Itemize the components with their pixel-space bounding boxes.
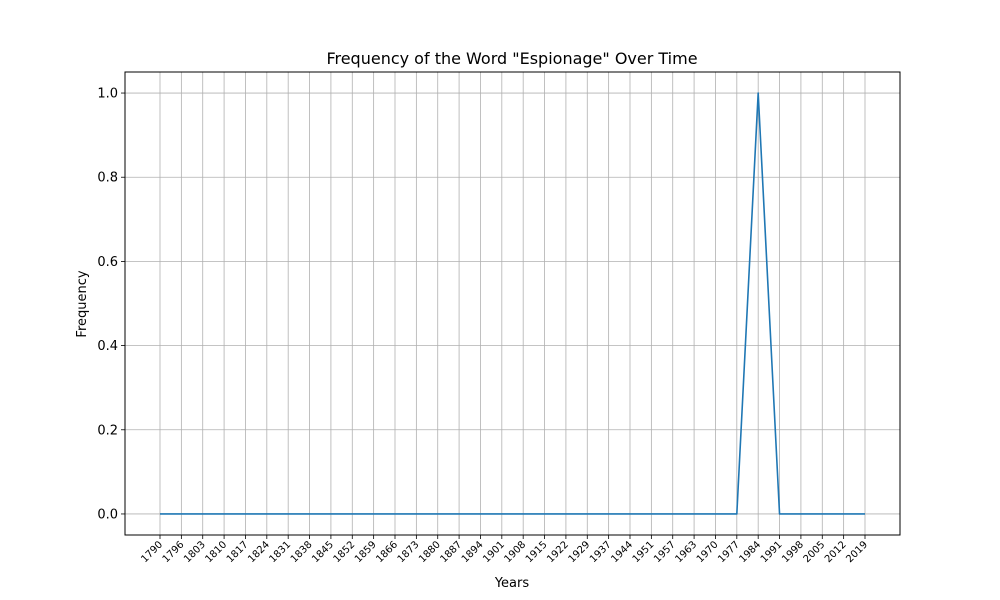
y-tick-label: 1.0 <box>97 87 118 102</box>
y-tick-label: 0.4 <box>97 339 118 354</box>
y-axis: 0.0 0.2 0.4 0.6 0.8 1.0 <box>97 87 125 522</box>
y-tick-label: 0.6 <box>97 255 118 270</box>
y-axis-label: Frequency <box>75 270 90 337</box>
y-tick-label: 0.2 <box>97 423 118 438</box>
x-axis-label: Years <box>494 576 530 591</box>
grid <box>125 72 900 535</box>
series-line <box>160 92 865 515</box>
y-tick-label: 0.0 <box>97 507 118 522</box>
y-tick-label: 0.8 <box>97 171 118 186</box>
chart-title: Frequency of the Word "Espionage" Over T… <box>326 49 697 68</box>
series-layer <box>160 92 865 515</box>
plot-frame <box>124 71 901 536</box>
